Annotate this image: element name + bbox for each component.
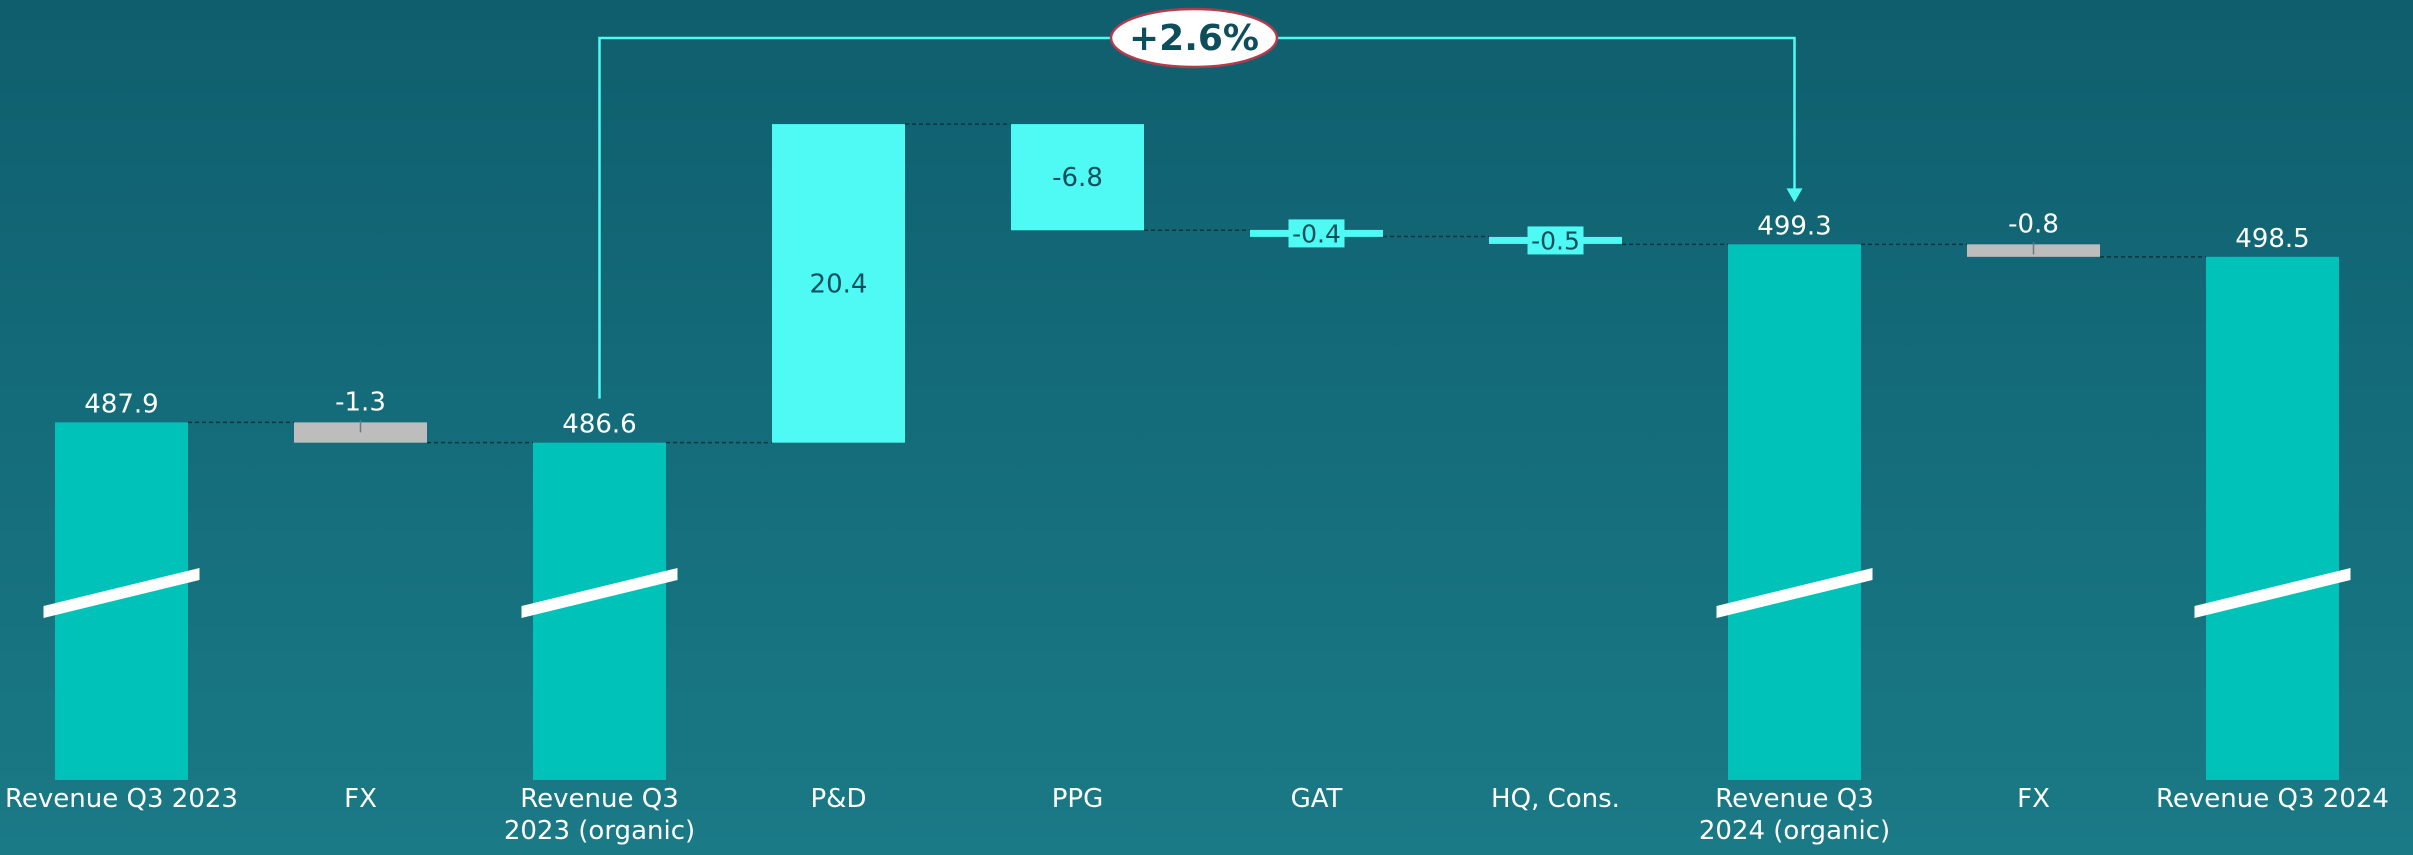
category-label: P&D: [811, 784, 867, 814]
bar-value-label: -0.5: [1531, 226, 1580, 255]
bar-value-label: -0.8: [2008, 209, 2059, 239]
connector-lines: [188, 123, 2206, 444]
bar-value-label: -1.3: [335, 387, 386, 417]
waterfall-bar: [2206, 256, 2339, 780]
axis-break-mark: [521, 568, 678, 618]
bar-value-label: 498.5: [2235, 224, 2309, 254]
axis-break-mark: [43, 568, 200, 618]
category-label: 2023 (organic): [504, 816, 695, 846]
category-label: Revenue Q3 2024: [2156, 784, 2389, 814]
category-label: GAT: [1291, 784, 1343, 814]
bar-value-label: 487.9: [84, 389, 158, 419]
category-label: Revenue Q3: [1715, 784, 1874, 814]
category-label: PPG: [1052, 784, 1104, 814]
bars: [43, 124, 2351, 780]
category-label: Revenue Q3 2023: [5, 784, 238, 814]
growth-badge: [1109, 7, 1279, 69]
bar-value-label: 499.3: [1757, 211, 1831, 241]
waterfall-bar: [294, 422, 427, 443]
bar-value-labels: 487.9 -1.3 486.6 20.4 -6.8 -0.4 -0.5 499.3 -0.8 4…: [84, 163, 2309, 439]
category-label: 2024 (organic): [1699, 816, 1890, 846]
arrow-head-icon: [1786, 188, 1803, 203]
value-label-box: [1527, 226, 1584, 255]
category-label: FX: [2017, 784, 2050, 814]
value-label-box: [1288, 219, 1345, 248]
bar-value-label: -0.4: [1292, 219, 1341, 248]
bar-value-label: 20.4: [810, 269, 868, 299]
waterfall-bar: [1011, 124, 1144, 231]
category-label: HQ, Cons.: [1491, 784, 1620, 814]
growth-annotation: +2.6%: [598, 7, 1803, 399]
bar-value-label: 486.6: [562, 410, 636, 440]
axis-break-mark: [1716, 568, 1873, 618]
waterfall-bar: [533, 442, 666, 780]
growth-badge-label: +2.6%: [1129, 18, 1259, 59]
bar-value-label: -6.8: [1052, 163, 1103, 193]
axis-break-mark: [2194, 568, 2351, 618]
waterfall-bar: [1728, 244, 1861, 780]
waterfall-bar: [772, 124, 905, 443]
category-label: FX: [344, 784, 377, 814]
category-label: Revenue Q3: [520, 784, 679, 814]
